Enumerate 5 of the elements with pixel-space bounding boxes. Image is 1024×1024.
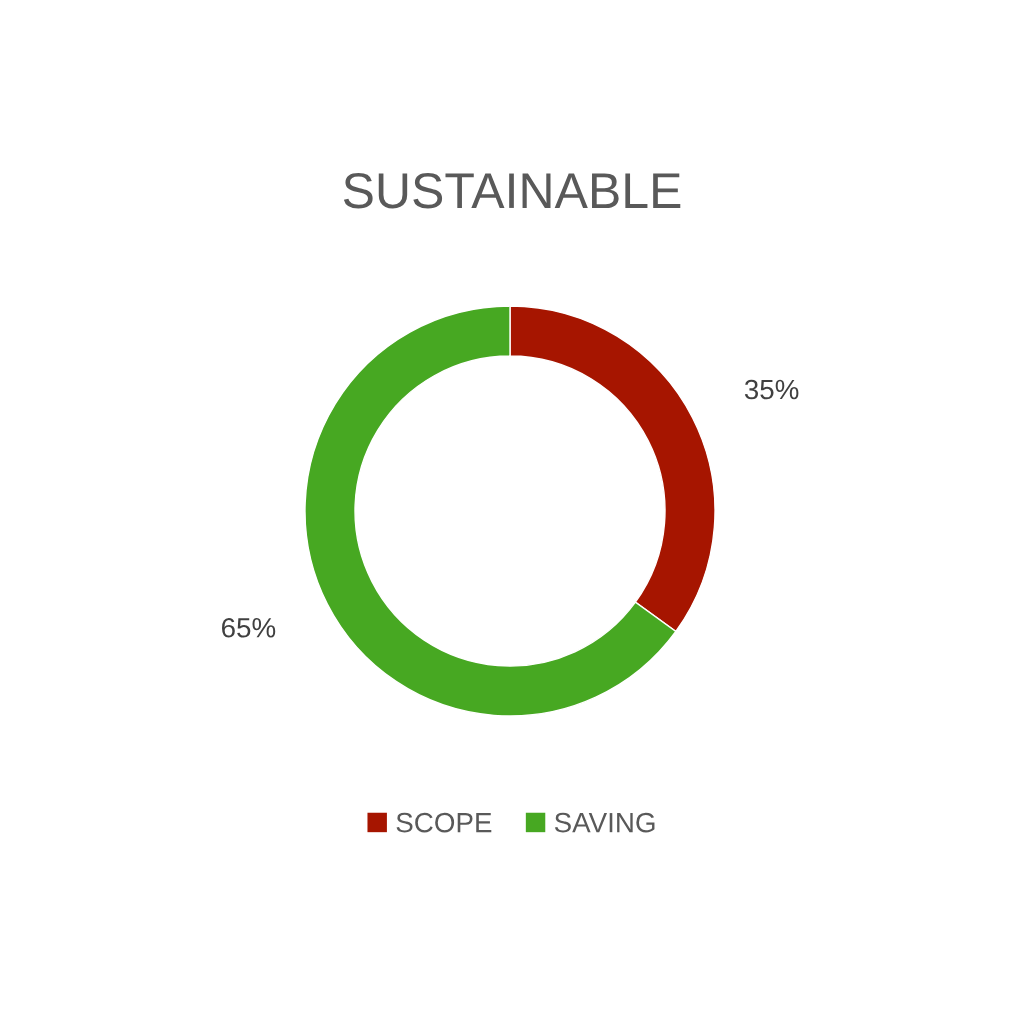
data-label: 35% (744, 379, 799, 400)
legend-label: SAVING (554, 812, 655, 833)
data-label: 65% (222, 617, 276, 638)
chart-title: SUSTAINABLE (343, 173, 681, 209)
legend-label: SCOPE (396, 812, 492, 833)
